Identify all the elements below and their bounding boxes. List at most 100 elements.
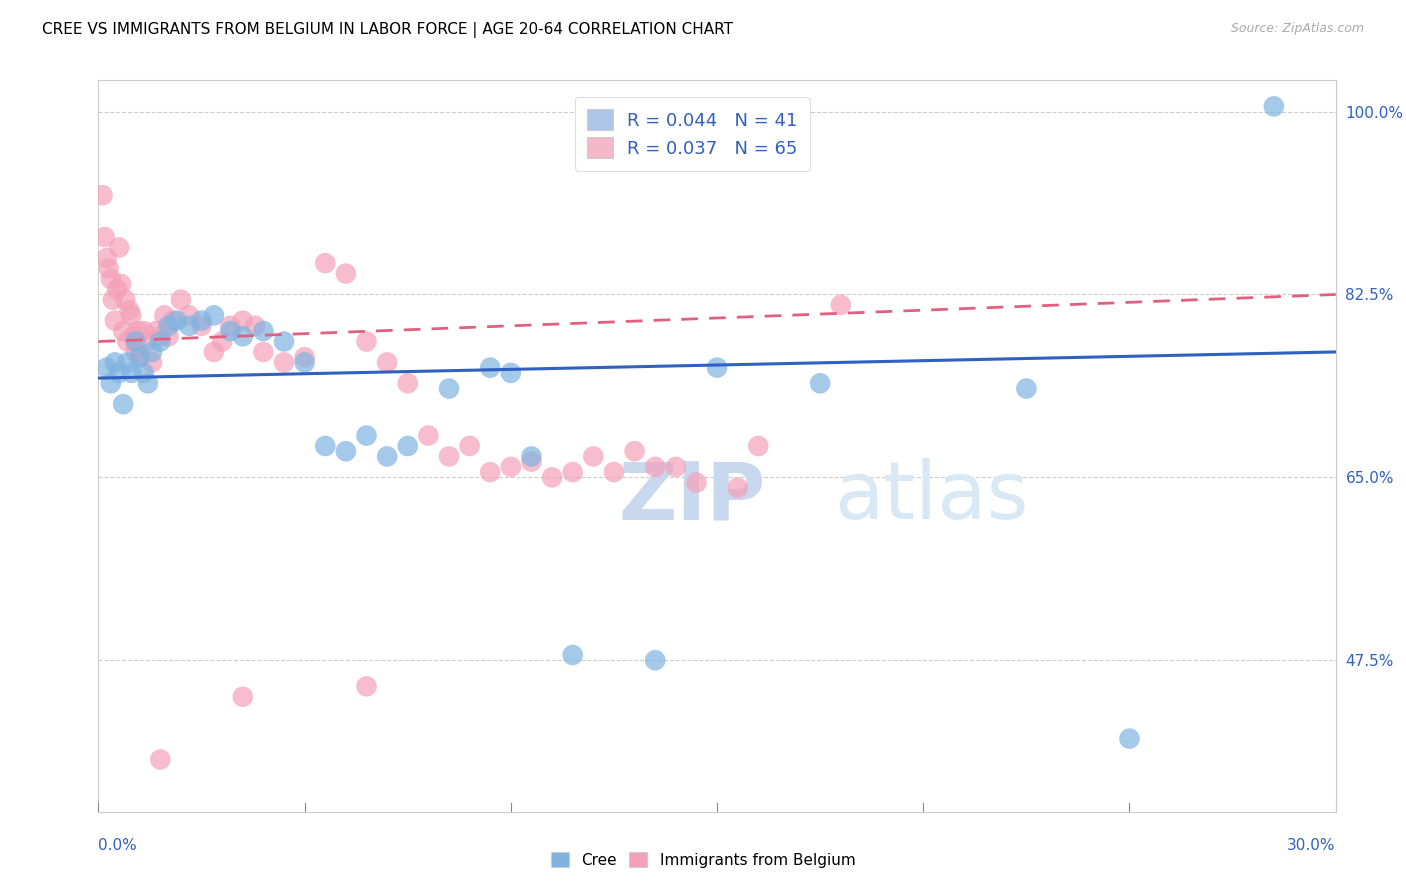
Text: CREE VS IMMIGRANTS FROM BELGIUM IN LABOR FORCE | AGE 20-64 CORRELATION CHART: CREE VS IMMIGRANTS FROM BELGIUM IN LABOR…	[42, 22, 733, 38]
Point	[100, 376, 122, 391]
Point	[108, 366, 131, 380]
Point	[335, 267, 357, 281]
Point	[93, 230, 115, 244]
Point	[157, 318, 180, 333]
Point	[211, 334, 233, 349]
Point	[128, 350, 150, 364]
Text: Source: ZipAtlas.com: Source: ZipAtlas.com	[1230, 22, 1364, 36]
Point	[294, 350, 316, 364]
Point	[117, 355, 139, 369]
Point	[747, 439, 769, 453]
Point	[356, 679, 378, 693]
Point	[149, 329, 172, 343]
Point	[132, 366, 155, 380]
Point	[458, 439, 481, 453]
Point	[128, 350, 150, 364]
Point	[644, 653, 666, 667]
Point	[479, 360, 502, 375]
Point	[110, 277, 132, 291]
Point	[132, 324, 155, 338]
Point	[375, 450, 398, 464]
Point	[190, 318, 212, 333]
Point	[479, 465, 502, 479]
Point	[101, 293, 124, 307]
Point	[314, 256, 336, 270]
Text: 30.0%: 30.0%	[1288, 838, 1336, 853]
Point	[112, 324, 135, 338]
Point	[120, 366, 142, 380]
Point	[136, 376, 159, 391]
Point	[149, 334, 172, 349]
Point	[252, 345, 274, 359]
Text: 0.0%: 0.0%	[98, 838, 138, 853]
Point	[685, 475, 707, 490]
Point	[104, 313, 127, 327]
Point	[561, 465, 583, 479]
Point	[499, 366, 522, 380]
Point	[157, 329, 180, 343]
Text: atlas: atlas	[835, 458, 1029, 536]
Point	[273, 334, 295, 349]
Point	[122, 329, 145, 343]
Point	[603, 465, 626, 479]
Point	[808, 376, 831, 391]
Point	[170, 293, 193, 307]
Point	[541, 470, 564, 484]
Point	[97, 261, 120, 276]
Point	[202, 345, 225, 359]
Point	[219, 318, 242, 333]
Point	[108, 240, 131, 254]
Point	[232, 690, 254, 704]
Point	[96, 251, 118, 265]
Point	[166, 313, 188, 327]
Point	[91, 188, 114, 202]
Legend: R = 0.044   N = 41, R = 0.037   N = 65: R = 0.044 N = 41, R = 0.037 N = 65	[575, 96, 810, 171]
Point	[124, 345, 146, 359]
Legend: Cree, Immigrants from Belgium: Cree, Immigrants from Belgium	[543, 844, 863, 875]
Point	[1015, 382, 1038, 396]
Point	[141, 345, 163, 359]
Point	[396, 439, 419, 453]
Point	[520, 455, 543, 469]
Point	[96, 360, 118, 375]
Point	[153, 309, 176, 323]
Point	[356, 334, 378, 349]
Point	[1118, 731, 1140, 746]
Point	[314, 439, 336, 453]
Point	[561, 648, 583, 662]
Point	[127, 324, 149, 338]
Point	[145, 324, 167, 338]
Point	[104, 355, 127, 369]
Point	[219, 324, 242, 338]
Point	[120, 309, 142, 323]
Point	[162, 313, 184, 327]
Text: ZIP: ZIP	[619, 458, 765, 536]
Point	[499, 459, 522, 474]
Point	[396, 376, 419, 391]
Point	[830, 298, 852, 312]
Point	[118, 303, 141, 318]
Point	[243, 318, 266, 333]
Point	[112, 397, 135, 411]
Point	[520, 450, 543, 464]
Point	[136, 334, 159, 349]
Point	[141, 355, 163, 369]
Point	[1263, 99, 1285, 113]
Point	[117, 334, 139, 349]
Point	[232, 313, 254, 327]
Point	[665, 459, 688, 474]
Point	[644, 459, 666, 474]
Point	[179, 318, 201, 333]
Point	[124, 334, 146, 349]
Point	[623, 444, 645, 458]
Point	[335, 444, 357, 458]
Point	[202, 309, 225, 323]
Point	[706, 360, 728, 375]
Point	[375, 355, 398, 369]
Point	[179, 309, 201, 323]
Point	[149, 752, 172, 766]
Point	[273, 355, 295, 369]
Point	[437, 382, 460, 396]
Point	[294, 355, 316, 369]
Point	[582, 450, 605, 464]
